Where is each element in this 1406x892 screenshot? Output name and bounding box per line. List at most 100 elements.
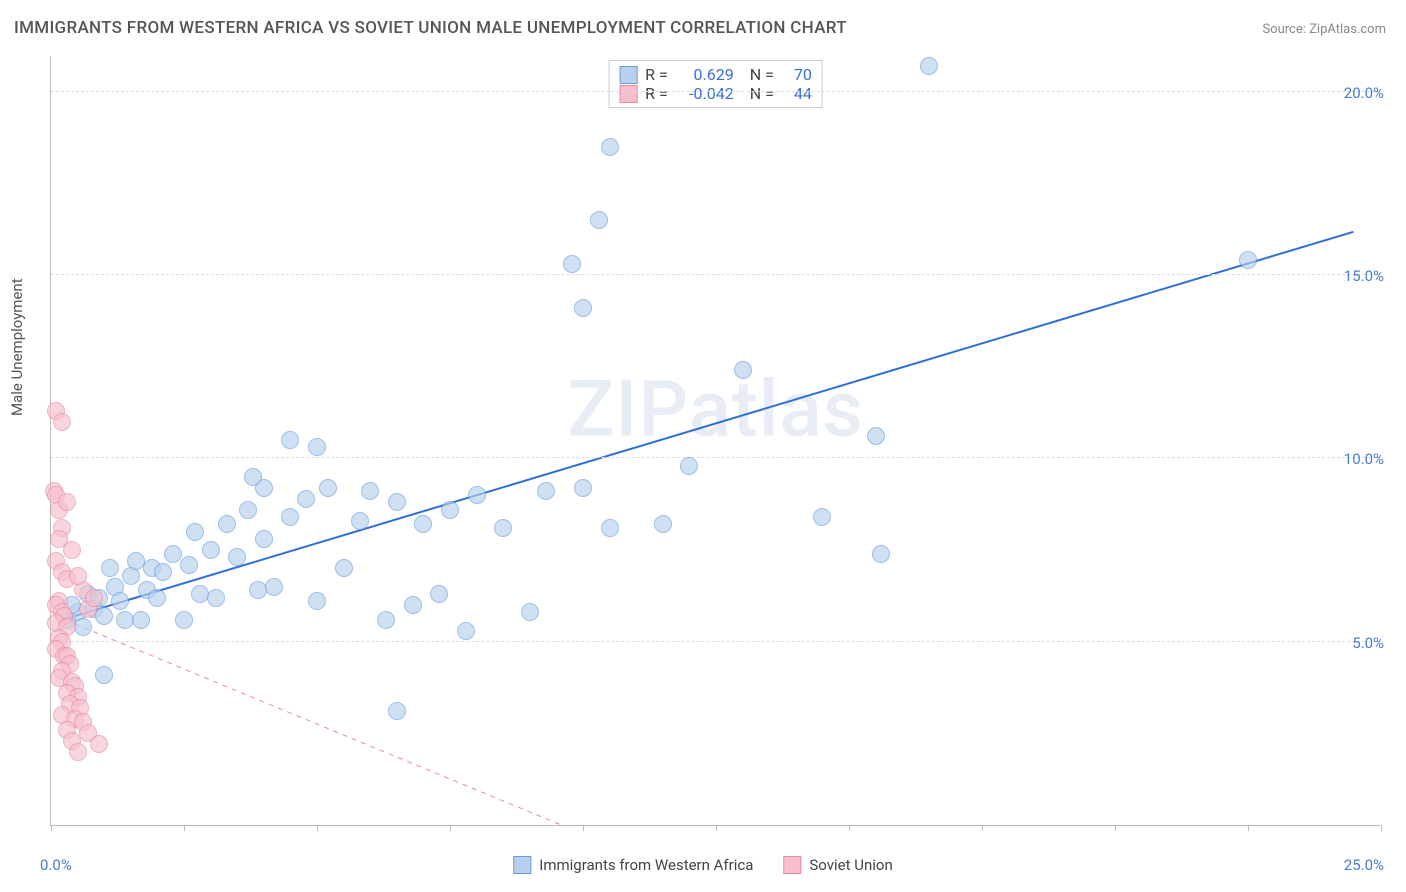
data-point — [239, 501, 257, 519]
legend-swatch — [619, 85, 637, 103]
data-point — [191, 585, 209, 603]
data-point — [53, 413, 71, 431]
data-point — [680, 457, 698, 475]
y-axis-label: Male Unemployment — [8, 278, 26, 416]
data-point — [85, 589, 103, 607]
data-point — [111, 592, 129, 610]
legend-r-prefix: R = — [645, 65, 668, 84]
source-label: Source: ZipAtlas.com — [1262, 22, 1386, 37]
data-point — [414, 515, 432, 533]
gridline — [51, 641, 1380, 642]
data-point — [74, 618, 92, 636]
x-tick — [51, 825, 52, 831]
legend-swatch — [619, 66, 637, 84]
x-tick — [583, 825, 584, 831]
legend-bottom-item: Soviet Union — [783, 856, 892, 874]
data-point — [58, 493, 76, 511]
data-point — [281, 431, 299, 449]
legend-n-prefix: N = — [750, 84, 774, 103]
data-point — [69, 743, 87, 761]
legend-swatch — [513, 856, 531, 874]
y-tick-label: 10.0% — [1344, 450, 1384, 468]
data-point — [404, 596, 422, 614]
plot-area: ZIPatlas R =0.629N =70R =-0.042N =44 — [50, 56, 1380, 826]
chart-title: IMMIGRANTS FROM WESTERN AFRICA VS SOVIET… — [14, 18, 847, 38]
data-point — [69, 567, 87, 585]
data-point — [574, 299, 592, 317]
data-point — [867, 427, 885, 445]
data-point — [308, 438, 326, 456]
legend-bottom: Immigrants from Western Africa Soviet Uni… — [513, 856, 892, 874]
trend-line — [62, 232, 1354, 620]
data-point — [494, 519, 512, 537]
data-point — [654, 515, 672, 533]
data-point — [95, 666, 113, 684]
data-point — [255, 530, 273, 548]
gridline — [51, 91, 1380, 92]
x-axis-max-label: 25.0% — [1344, 856, 1384, 874]
x-tick — [317, 825, 318, 831]
data-point — [468, 486, 486, 504]
data-point — [175, 611, 193, 629]
data-point — [388, 702, 406, 720]
legend-row: R =-0.042N =44 — [619, 84, 812, 103]
data-point — [154, 563, 172, 581]
data-point — [361, 482, 379, 500]
data-point — [228, 548, 246, 566]
x-tick — [716, 825, 717, 831]
data-point — [202, 541, 220, 559]
legend-correlation-box: R =0.629N =70R =-0.042N =44 — [608, 60, 823, 108]
data-point — [601, 519, 619, 537]
legend-bottom-label: Soviet Union — [809, 856, 892, 874]
data-point — [521, 603, 539, 621]
watermark: ZIPatlas — [567, 364, 864, 455]
data-point — [308, 592, 326, 610]
data-point — [813, 508, 831, 526]
x-tick — [450, 825, 451, 831]
data-point — [281, 508, 299, 526]
data-point — [377, 611, 395, 629]
legend-r-prefix: R = — [645, 84, 668, 103]
data-point — [90, 735, 108, 753]
data-point — [244, 468, 262, 486]
legend-bottom-item: Immigrants from Western Africa — [513, 856, 753, 874]
data-point — [351, 512, 369, 530]
x-tick — [184, 825, 185, 831]
data-point — [63, 541, 81, 559]
data-point — [457, 622, 475, 640]
legend-row: R =0.629N =70 — [619, 65, 812, 84]
y-tick-label: 5.0% — [1352, 634, 1384, 652]
data-point — [265, 578, 283, 596]
legend-r-value: -0.042 — [676, 84, 734, 103]
data-point — [601, 138, 619, 156]
data-point — [430, 585, 448, 603]
data-point — [872, 545, 890, 563]
data-point — [297, 490, 315, 508]
data-point — [574, 479, 592, 497]
x-tick — [1381, 825, 1382, 831]
source-prefix: Source: — [1262, 22, 1305, 37]
y-tick-label: 20.0% — [1344, 84, 1384, 102]
data-point — [186, 523, 204, 541]
data-point — [920, 57, 938, 75]
source-link[interactable]: ZipAtlas.com — [1309, 22, 1386, 37]
data-point — [388, 493, 406, 511]
data-point — [148, 589, 166, 607]
data-point — [95, 607, 113, 625]
x-axis-origin-label: 0.0% — [40, 856, 72, 874]
data-point — [218, 515, 236, 533]
data-point — [180, 556, 198, 574]
data-point — [207, 589, 225, 607]
x-tick — [849, 825, 850, 831]
y-tick-label: 15.0% — [1344, 267, 1384, 285]
x-tick — [1248, 825, 1249, 831]
legend-bottom-label: Immigrants from Western Africa — [539, 856, 753, 874]
data-point — [734, 361, 752, 379]
data-point — [563, 255, 581, 273]
legend-n-prefix: N = — [750, 65, 774, 84]
x-tick — [982, 825, 983, 831]
data-point — [590, 211, 608, 229]
data-point — [1239, 251, 1257, 269]
data-point — [164, 545, 182, 563]
data-point — [537, 482, 555, 500]
